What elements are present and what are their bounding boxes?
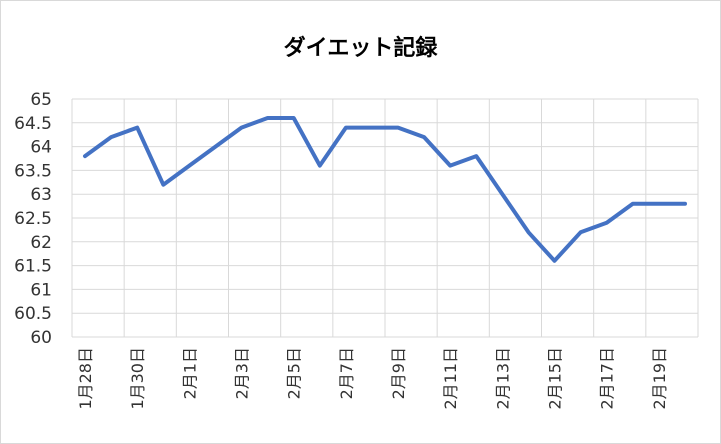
y-tick-label: 62.5: [14, 209, 52, 229]
data-point: [605, 221, 609, 225]
data-point: [318, 164, 322, 168]
series-line: [83, 116, 687, 263]
data-point: [657, 202, 661, 206]
data-point: [344, 126, 348, 130]
data-point: [553, 259, 557, 263]
data-point: [266, 116, 270, 120]
x-tick-label: 2月1日: [180, 347, 199, 399]
data-point: [161, 183, 165, 187]
data-point: [474, 154, 478, 158]
y-tick-label: 61: [30, 280, 52, 300]
data-point: [396, 126, 400, 130]
data-point: [631, 202, 635, 206]
data-point: [83, 154, 87, 158]
y-tick-label: 61.5: [14, 257, 52, 277]
data-point: [579, 230, 583, 234]
data-point: [422, 135, 426, 139]
data-point: [683, 202, 687, 206]
data-point: [240, 126, 244, 130]
data-point: [370, 126, 374, 130]
x-tick-label: 2月17日: [598, 347, 617, 410]
data-point: [187, 164, 191, 168]
x-tick-label: 1月28日: [76, 347, 95, 410]
x-tick-label: 2月5日: [285, 347, 304, 399]
data-point: [526, 230, 530, 234]
x-tick-label: 1月30日: [128, 347, 147, 410]
y-tick-label: 65: [30, 90, 52, 110]
x-tick-label: 2月9日: [389, 347, 408, 399]
y-tick-label: 64: [30, 138, 52, 158]
data-point: [109, 135, 113, 139]
chart-title: ダイエット記録: [283, 36, 438, 61]
y-tick-label: 63.5: [14, 161, 52, 181]
x-tick-label: 2月7日: [337, 347, 356, 399]
x-tick-label: 2月15日: [546, 347, 565, 410]
data-point: [448, 164, 452, 168]
x-tick-label: 2月13日: [493, 347, 512, 410]
y-tick-label: 60: [30, 328, 52, 348]
data-point: [135, 126, 139, 130]
x-tick-label: 2月11日: [441, 347, 460, 410]
data-point: [292, 116, 296, 120]
data-point: [213, 145, 217, 149]
x-tick-label: 2月19日: [650, 347, 669, 410]
y-tick-label: 60.5: [14, 304, 52, 324]
y-tick-label: 64.5: [14, 114, 52, 134]
y-tick-label: 62: [30, 233, 52, 253]
data-point: [500, 192, 504, 196]
y-tick-label: 63: [30, 185, 52, 205]
x-tick-label: 2月3日: [233, 347, 252, 399]
